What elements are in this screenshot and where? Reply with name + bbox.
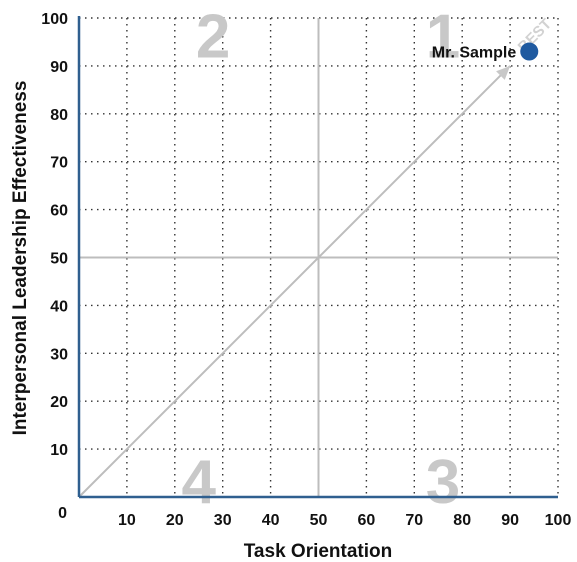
x-tick-label-90: 90 [501,512,519,529]
quadrant-labels: 1 2 3 4 [182,3,461,517]
y-tick-label-30: 30 [50,346,68,363]
x-tick-label-80: 80 [453,512,471,529]
data-point-0 [520,42,539,61]
quadrant-label-4: 4 [182,448,217,517]
data-points: Mr. Sample [432,42,539,62]
quadrant-label-3: 3 [426,448,460,517]
y-tick-label-20: 20 [50,394,68,411]
y-tick-label-10: 10 [50,442,68,459]
x-tick-label-70: 70 [405,512,423,529]
quadrant-label-1: 1 [426,3,460,72]
diagonal-best-line: BEST [78,16,555,498]
y-tick-label-60: 60 [50,203,68,220]
axes [77,16,558,499]
quadrant-label-2: 2 [196,3,230,72]
x-tick-label-60: 60 [358,512,376,529]
x-tick-label-20: 20 [166,512,184,529]
x-tick-label-0: 0 [58,505,67,522]
tick-labels: 0 10 20 30 40 50 60 70 80 90 100 10 20 30 40 50 60 70 80 90… [41,11,571,529]
diagonal-line [78,65,511,498]
data-point-label-0: Mr. Sample [432,45,517,62]
x-tick-label-40: 40 [262,512,280,529]
x-tick-label-50: 50 [310,512,328,529]
y-tick-label-90: 90 [50,59,68,76]
y-tick-label-50: 50 [50,251,68,268]
y-tick-label-80: 80 [50,107,68,124]
best-arrow-head [496,65,511,80]
y-tick-label-70: 70 [50,155,68,172]
y-tick-label-40: 40 [50,298,68,315]
x-axis-title: Task Orientation [244,541,393,562]
x-tick-label-10: 10 [118,512,136,529]
y-tick-label-100: 100 [41,11,68,28]
y-axis-title: Interpersonal Leadership Effectiveness [10,81,31,436]
x-tick-label-100: 100 [545,512,572,529]
x-tick-label-30: 30 [214,512,232,529]
